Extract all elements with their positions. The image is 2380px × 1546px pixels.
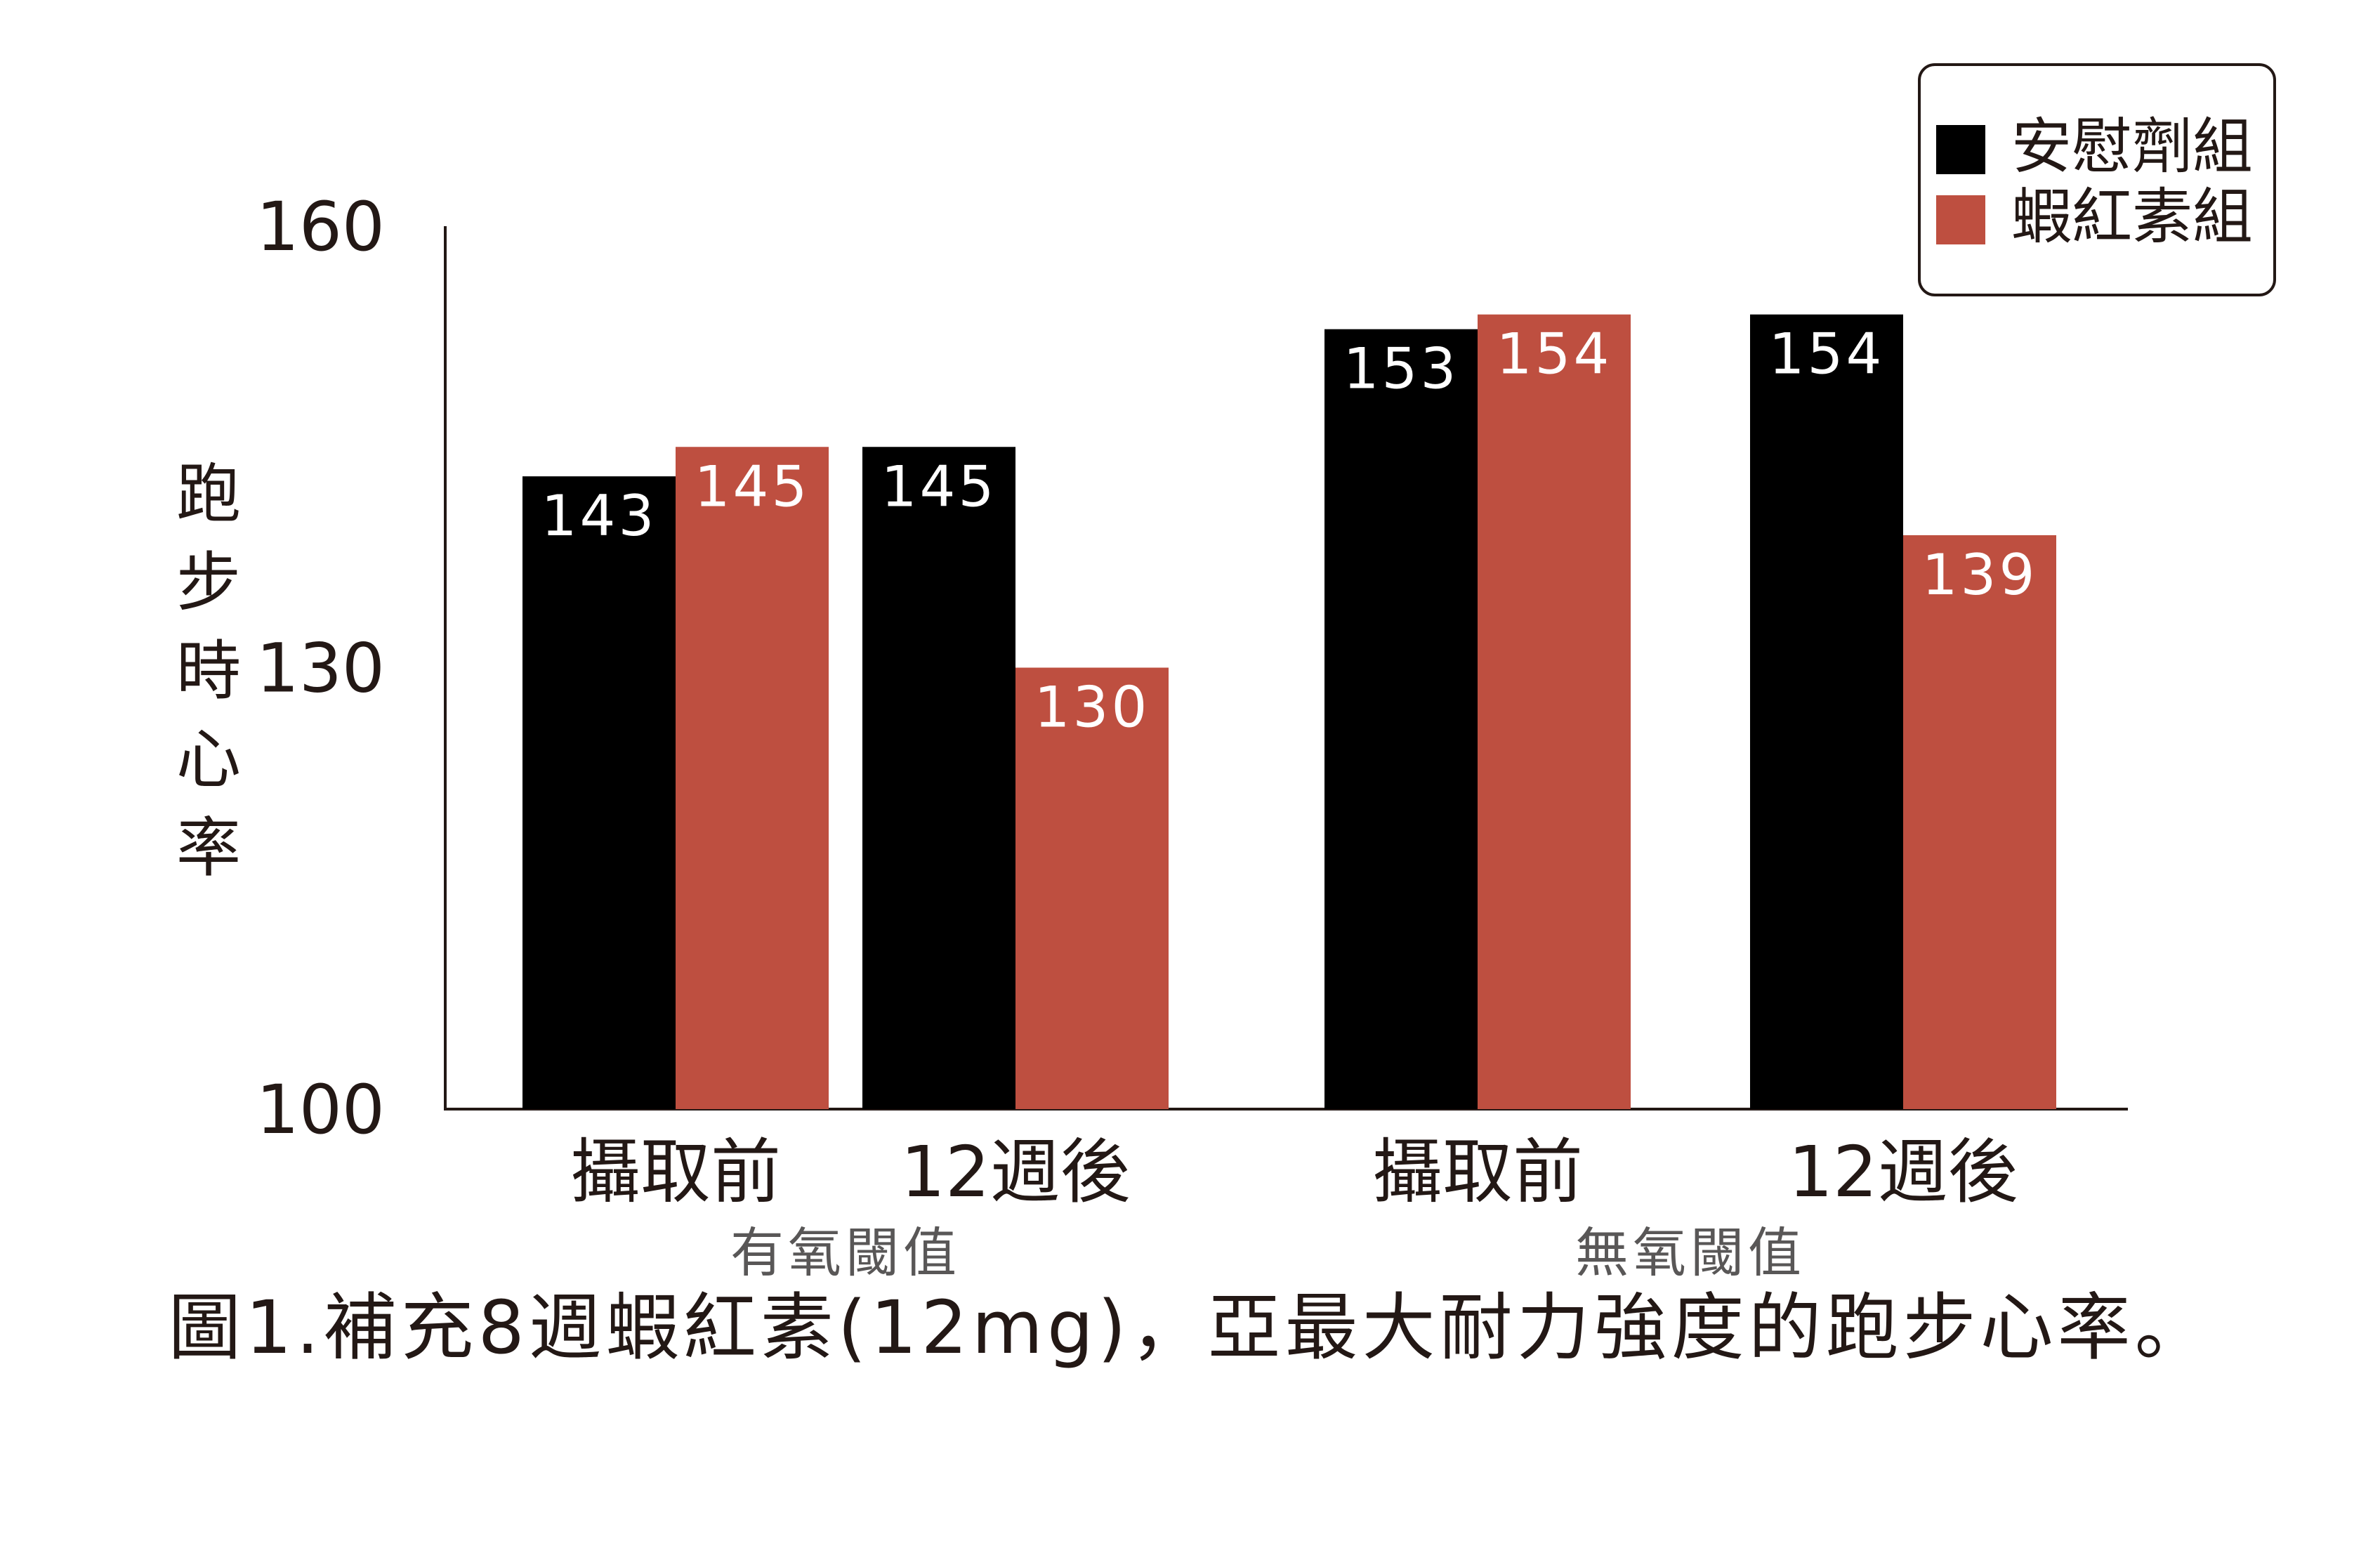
bar-data-label: 143 — [541, 483, 657, 549]
bar — [1015, 667, 1169, 1109]
bar — [522, 476, 676, 1109]
y-axis-label: 跑步時心率 — [176, 457, 241, 886]
bar — [1903, 535, 2056, 1109]
bar-data-label: 153 — [1343, 336, 1459, 402]
bar — [1478, 314, 1631, 1110]
legend-swatch — [1936, 125, 1985, 174]
bar-data-label: 154 — [1769, 322, 1885, 387]
figure-caption: 圖1.補充8週蝦紅素(12mg)，亞最大耐力強度的跑步心率。 — [168, 1285, 2212, 1370]
x-category-label: 12週後 — [1788, 1131, 2018, 1213]
bar-data-label: 145 — [695, 454, 810, 519]
x-category-label: 攝取前 — [1372, 1131, 1583, 1213]
bar — [676, 447, 829, 1109]
y-tick-label: 160 — [256, 188, 385, 266]
legend-swatch — [1936, 195, 1985, 244]
bar-data-label: 154 — [1497, 322, 1612, 387]
bar — [862, 447, 1015, 1109]
bar-data-label: 139 — [1922, 542, 2038, 608]
bar — [1324, 329, 1478, 1109]
x-group-label: 有氧閾值 — [730, 1221, 961, 1284]
bar — [1750, 314, 1903, 1110]
bar-data-label: 130 — [1034, 675, 1150, 740]
bar-data-label: 145 — [881, 454, 997, 519]
x-category-label: 12週後 — [900, 1131, 1130, 1213]
legend-label: 蝦紅素組 — [2011, 182, 2253, 252]
y-tick-label: 100 — [256, 1070, 385, 1149]
x-category-label: 攝取前 — [570, 1131, 781, 1213]
x-group-label: 無氧閾值 — [1575, 1221, 1806, 1284]
legend-box — [1918, 63, 2276, 296]
y-tick-label: 130 — [256, 629, 385, 708]
legend-label: 安慰劑組 — [2011, 112, 2253, 182]
